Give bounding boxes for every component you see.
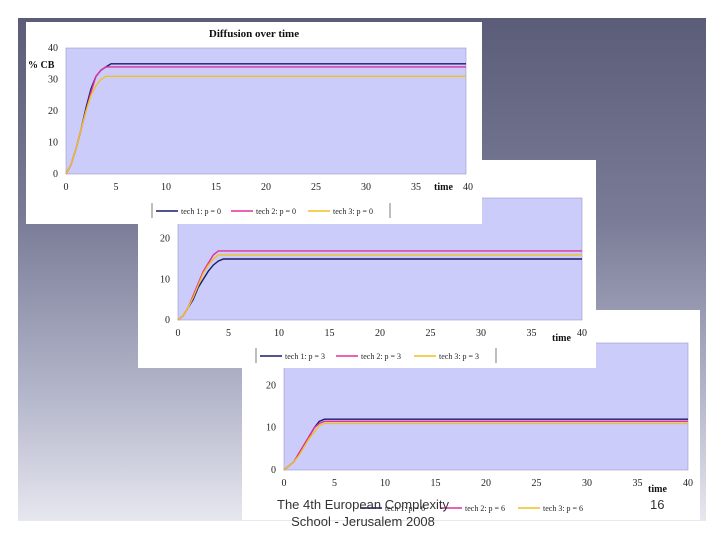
y-tick-label: 10 (48, 138, 58, 149)
chart-p0: Diffusion over time % CB time 0 10 20 30 40 0 5 10… (28, 28, 473, 218)
x-tick-label: 40 (577, 328, 587, 339)
x-tick-label: 35 (633, 478, 643, 489)
y-tick-label: 20 (266, 380, 276, 391)
series-line-tech-3 (177, 254, 582, 321)
x-tick-label: 20 (261, 182, 271, 193)
legend-label-tech-1: tech 1: p = 3 (285, 352, 325, 361)
legend-label-tech-1: tech 1: p = 0 (181, 207, 221, 216)
legend-label-tech-3: tech 3: p = 0 (333, 207, 373, 216)
series-line-tech-3 (283, 422, 688, 471)
x-tick-label: 30 (361, 182, 371, 193)
y-tick-label: 30 (48, 75, 58, 86)
x-tick-label: 15 (211, 182, 221, 193)
x-tick-label: 5 (226, 328, 231, 339)
x-tick-label: 5 (114, 182, 119, 193)
series-line-tech-3 (65, 75, 466, 175)
x-tick-label: 30 (582, 478, 592, 489)
x-tick-label: 20 (375, 328, 385, 339)
x-tick-label: 40 (683, 478, 693, 489)
x-tick-label: 10 (274, 328, 284, 339)
legend-label-tech-2: tech 2: p = 0 (256, 207, 296, 216)
x-axis-label: time (552, 333, 571, 344)
x-tick-label: 25 (311, 182, 321, 193)
y-tick-label: 0 (271, 465, 276, 476)
x-tick-label: 20 (481, 478, 491, 489)
legend-label-tech-2: tech 2: p = 3 (361, 352, 401, 361)
legend-label-tech-2: tech 2: p = 6 (465, 504, 505, 513)
legend-label-tech-3: tech 3: p = 6 (543, 504, 583, 513)
plot-area (65, 47, 467, 175)
y-tick-label: 20 (48, 106, 58, 117)
x-tick-label: 25 (426, 328, 436, 339)
x-tick-label: 0 (64, 182, 69, 193)
x-tick-label: 15 (325, 328, 335, 339)
x-tick-label: 5 (332, 478, 337, 489)
x-axis-label: time (648, 484, 667, 495)
footer-line-1: The 4th European Complexity (277, 497, 449, 512)
legend-label-tech-3: tech 3: p = 3 (439, 352, 479, 361)
chart-title: Diffusion over time (209, 28, 299, 40)
x-axis-label: time (434, 182, 453, 193)
page-number: 16 (650, 497, 665, 512)
x-tick-label: 15 (431, 478, 441, 489)
y-tick-label: 10 (160, 274, 170, 285)
slide-footer: The 4th European Complexity School - Jer… (258, 496, 468, 530)
x-tick-label: 0 (282, 478, 287, 489)
x-tick-label: 30 (476, 328, 486, 339)
x-tick-label: 10 (380, 478, 390, 489)
y-tick-label: 10 (266, 423, 276, 434)
chart-panel-p0: Diffusion over time % CB time 0 10 20 30 40 0 5 10… (26, 22, 482, 224)
footer-line-2: School - Jerusalem 2008 (291, 514, 435, 529)
legend-label-tech-1: tech 1: p = 6 (385, 504, 425, 513)
x-tick-label: 25 (532, 478, 542, 489)
x-tick-label: 35 (527, 328, 537, 339)
y-axis-label: % CB (28, 60, 55, 71)
x-tick-label: 0 (176, 328, 181, 339)
y-tick-label: 40 (48, 43, 58, 54)
x-tick-label: 35 (411, 182, 421, 193)
y-tick-label: 20 (160, 234, 170, 245)
x-tick-label: 10 (161, 182, 171, 193)
x-tick-label: 40 (463, 182, 473, 193)
y-tick-label: 0 (53, 169, 58, 180)
y-tick-label: 0 (165, 315, 170, 326)
